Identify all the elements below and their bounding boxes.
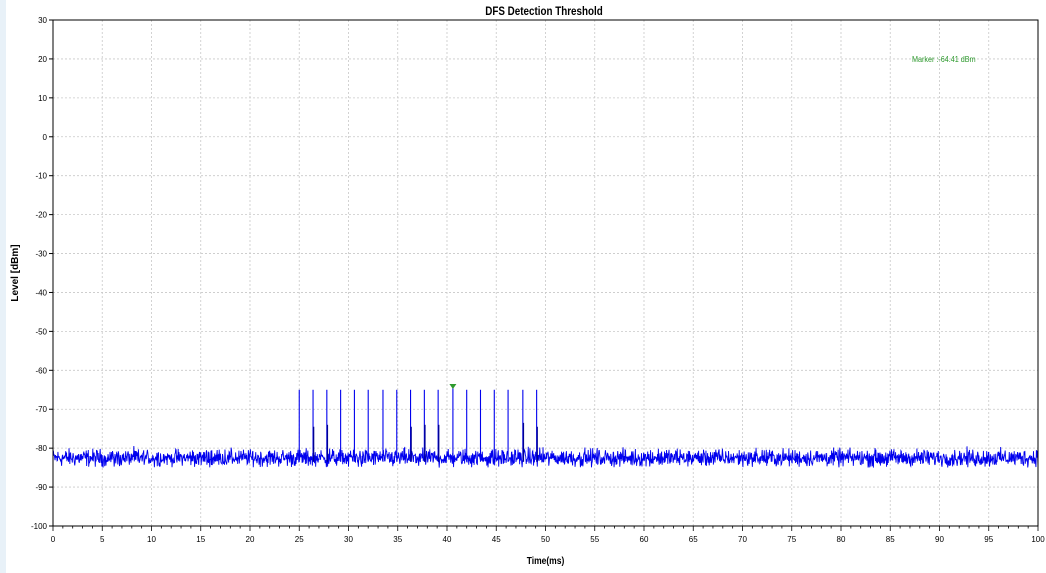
x-tick-label: 55 [590,535,599,544]
y-tick-label: 10 [38,94,47,103]
y-tick-label: 20 [38,55,47,64]
y-tick-label: -30 [35,250,47,259]
x-axis-label: Time(ms) [527,555,565,566]
x-tick-label: 70 [738,535,747,544]
y-axis-label: Level [dBm] [10,244,21,301]
x-tick-label: 20 [246,535,255,544]
series-level [52,387,1039,468]
y-tick-label: -90 [35,483,47,492]
x-tick-label: 75 [787,535,796,544]
x-tick-label: 90 [935,535,944,544]
window-edge [0,0,6,573]
x-tick-label: 85 [886,535,895,544]
y-tick-label: -50 [35,327,47,336]
x-tick-label: 60 [640,535,649,544]
x-tick-label: 10 [147,535,156,544]
x-tick-label: 35 [393,535,402,544]
x-tick-label: 65 [689,535,698,544]
y-tick-label: 0 [43,133,48,142]
y-tick-label: -100 [31,522,48,531]
y-axis-ticks: 30 20 10 0 -10 -20 -30 -40 -50 -60 -70 -80 -90 -100 [31,16,53,531]
chart-title: DFS Detection Threshold [485,5,602,18]
x-tick-label: 5 [100,535,105,544]
marker-triangle-icon [449,383,457,389]
y-tick-label: -20 [35,211,47,220]
x-tick-label: 50 [541,535,550,544]
x-tick-label: 15 [196,535,205,544]
y-tick-label: -70 [35,405,47,414]
grid-lines [53,20,1038,526]
x-tick-label: 40 [443,535,452,544]
noise-trace [52,446,1039,468]
x-tick-label: 0 [51,535,56,544]
x-tick-label: 100 [1031,535,1045,544]
y-tick-label: -60 [35,366,47,375]
x-tick-label: 95 [984,535,993,544]
marker-readout: Marker :-64.41 dBm [912,55,976,64]
x-axis-ticks: 0 5 10 15 20 25 30 35 40 45 50 55 60 65 70 75 80 85 90 95 10… [51,526,1045,544]
x-tick-label: 25 [295,535,304,544]
y-tick-label: 30 [38,16,47,25]
y-tick-label: -10 [35,172,47,181]
x-tick-label: 45 [492,535,501,544]
x-tick-label: 30 [344,535,353,544]
y-tick-label: -80 [35,444,47,453]
y-tick-label: -40 [35,288,47,297]
x-tick-label: 80 [837,535,846,544]
marker: Marker :-64.41 dBm [449,55,976,389]
